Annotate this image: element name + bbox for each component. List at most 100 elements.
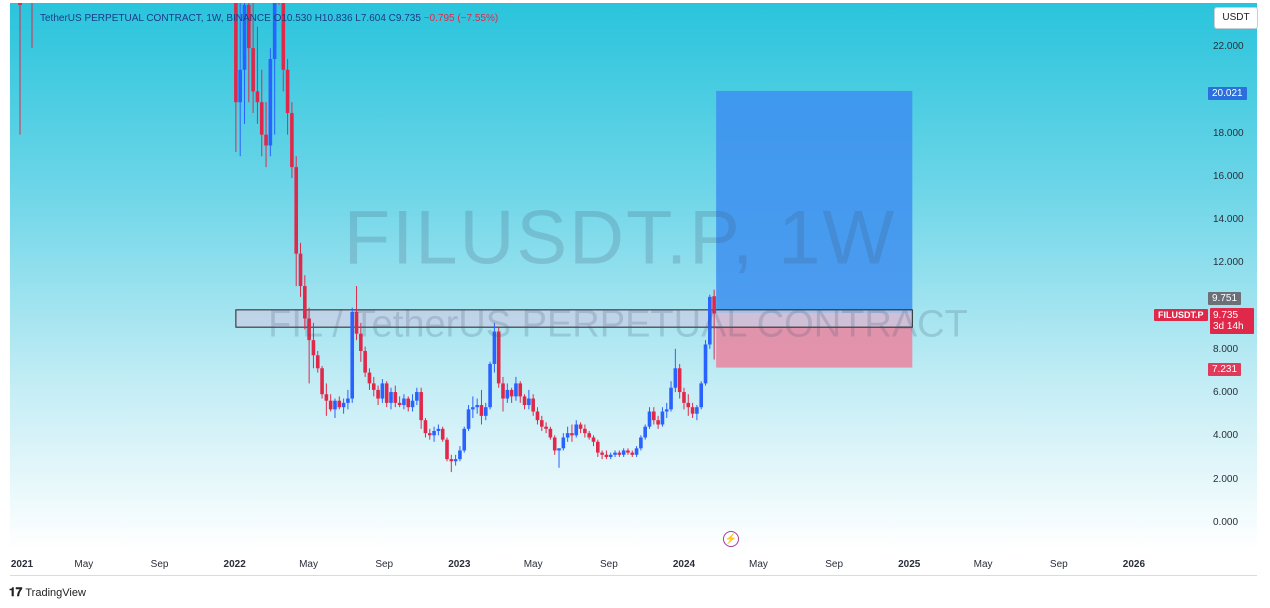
legend-change: −0.795 (−7.55%) xyxy=(423,13,499,24)
lightning-icon[interactable]: ⚡ xyxy=(723,531,739,547)
candle-body xyxy=(643,426,647,438)
candle-body xyxy=(264,134,268,146)
candle-body xyxy=(466,409,471,429)
candle-body xyxy=(488,363,492,408)
candle-body xyxy=(544,426,548,429)
candle-body xyxy=(307,318,311,341)
time-axis[interactable]: 2021 May Sep 2022 May Sep 2023 May Sep 2024 May Sep… xyxy=(10,551,1257,575)
candle-body xyxy=(583,428,587,434)
candle-body xyxy=(410,400,415,408)
time-tick-label: May xyxy=(523,559,543,570)
last-price-value: 9.735 xyxy=(1213,310,1239,321)
candle-body xyxy=(626,450,630,453)
candle-body xyxy=(630,452,635,455)
price-tick-label: 6.000 xyxy=(1213,387,1239,399)
candle-body xyxy=(247,4,251,49)
candle-body xyxy=(397,402,402,406)
target-price-label: 20.021 xyxy=(1208,87,1247,100)
chart-area[interactable]: FILUSDT.P, 1W FIL / TetherUS PERPETUAL C… xyxy=(10,3,1257,550)
candle-body xyxy=(518,383,523,397)
price-tick-label: 14.000 xyxy=(1213,214,1244,226)
last-price-label: 9.735 3d 14h xyxy=(1210,308,1254,334)
time-tick-label: 2021 xyxy=(10,559,34,570)
candle-body xyxy=(350,312,355,399)
candle-body xyxy=(591,437,596,442)
bar-countdown: 3d 14h xyxy=(1213,321,1244,332)
candle-body xyxy=(272,3,277,59)
price-tick-label: 4.000 xyxy=(1213,430,1239,442)
time-tick-label: 2026 xyxy=(1122,559,1146,570)
time-tick-label: 2023 xyxy=(448,559,471,570)
candle-body xyxy=(354,312,359,334)
candle-body xyxy=(281,3,286,70)
candle-body xyxy=(423,420,428,434)
candle-body xyxy=(363,350,367,373)
price-tick-label: 12.000 xyxy=(1213,257,1244,269)
candle-body xyxy=(600,452,604,455)
candle-body xyxy=(677,368,682,393)
candle-body xyxy=(613,452,617,455)
candle-body xyxy=(328,400,333,410)
target-zone xyxy=(716,90,913,314)
candle-body xyxy=(703,344,708,384)
candle-body xyxy=(384,383,389,403)
candle-body xyxy=(320,368,324,395)
time-tick-label: May xyxy=(748,559,768,570)
candle-body xyxy=(695,407,699,414)
candle-body xyxy=(285,69,290,114)
candle-body xyxy=(669,387,673,410)
candle-body xyxy=(492,331,497,364)
candle-body xyxy=(548,428,553,438)
candle-body xyxy=(415,392,419,401)
candle-body xyxy=(298,253,303,287)
candle-body xyxy=(501,383,505,399)
candle-body xyxy=(238,69,242,103)
currency-button[interactable]: USDT xyxy=(1214,7,1258,29)
candle-body xyxy=(449,459,454,462)
time-tick-label: 2025 xyxy=(898,559,921,570)
chart-legend: TetherUS PERPETUAL CONTRACT, 1W, BINANCE… xyxy=(40,13,498,24)
candle-body xyxy=(475,405,479,408)
candle-body xyxy=(596,441,600,453)
candle-body xyxy=(453,459,458,462)
candle-body xyxy=(621,450,626,455)
candle-body xyxy=(557,448,561,451)
candle-body xyxy=(380,383,385,399)
tradingview-logo-icon: 𝟏𝟕 xyxy=(9,585,23,599)
candle-body xyxy=(427,433,432,436)
candle-body xyxy=(570,433,574,436)
price-tick-label: 18.000 xyxy=(1213,127,1244,139)
candle-body xyxy=(393,392,398,403)
description-watermark: FIL / TetherUS PERPETUAL CONTRACT xyxy=(268,303,968,346)
candle-body xyxy=(311,340,316,356)
candle-body xyxy=(440,428,445,440)
candle-body xyxy=(234,3,238,103)
candle-body xyxy=(367,372,372,384)
time-tick-label: Sep xyxy=(599,559,618,570)
candle-body xyxy=(673,368,678,388)
symbol-watermark: FILUSDT.P, 1W xyxy=(343,195,897,281)
candle-body xyxy=(259,102,264,135)
time-tick-label: 2022 xyxy=(223,559,246,570)
candle-body xyxy=(682,392,686,403)
brand-label: TradingView xyxy=(25,587,86,599)
candle-body xyxy=(656,420,660,425)
candle-body xyxy=(251,48,255,92)
candle-body xyxy=(303,286,307,319)
stop-price-label: 7.231 xyxy=(1208,363,1242,376)
candle-body xyxy=(664,409,669,412)
candle-body xyxy=(509,389,514,397)
zone-top-price-label: 9.751 xyxy=(1208,292,1242,305)
candle-body xyxy=(527,398,531,406)
candle-body xyxy=(505,389,510,399)
time-tick-label: May xyxy=(74,559,94,570)
candle-body xyxy=(531,398,535,412)
candle-body xyxy=(255,91,260,103)
time-tick-label: Sep xyxy=(375,559,394,570)
time-tick-label: Sep xyxy=(150,559,169,570)
time-tick-label: Sep xyxy=(1049,559,1068,570)
price-tick-label: 8.000 xyxy=(1213,343,1239,355)
candle-body xyxy=(315,355,320,369)
candle-body xyxy=(496,331,501,384)
price-tick-label: 2.000 xyxy=(1213,473,1239,485)
